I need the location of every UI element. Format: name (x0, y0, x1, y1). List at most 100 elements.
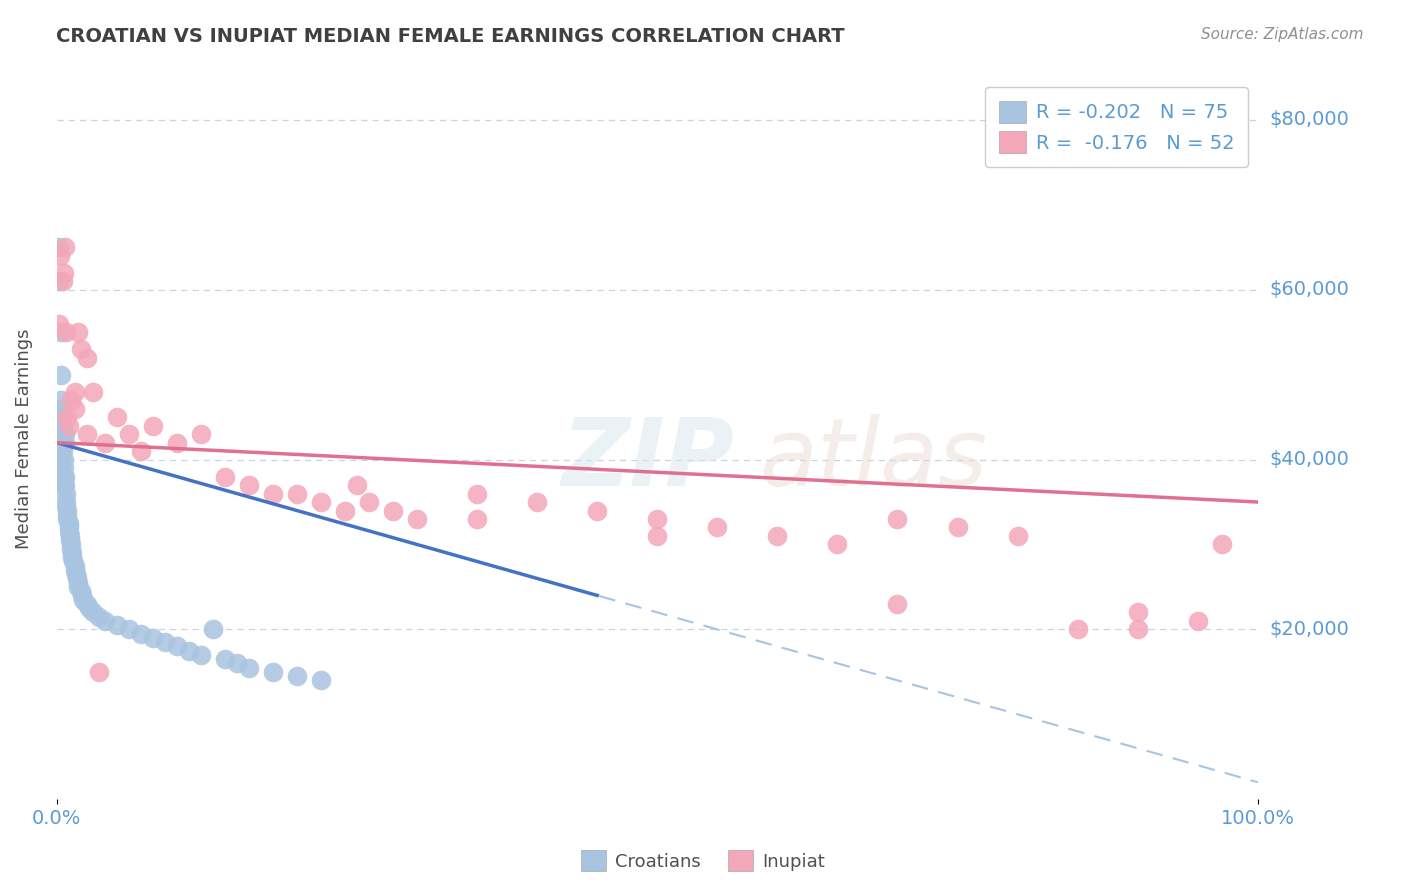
Point (129, 444, 152, 458)
Text: $20,000: $20,000 (1270, 620, 1348, 639)
Point (53, 478, 76, 492)
Point (586, 503, 609, 517)
Point (58, 418, 80, 433)
Point (67, 575, 90, 590)
Point (346, 478, 368, 492)
Point (77, 601, 100, 615)
Point (55, 486, 77, 500)
Point (60, 546, 83, 560)
Point (53, 240, 76, 254)
Point (52, 410, 75, 425)
Point (886, 512, 908, 526)
Point (51, 401, 73, 416)
Point (142, 418, 165, 433)
Point (53, 435, 76, 450)
Point (66, 571, 89, 585)
Point (333, 503, 356, 517)
Point (357, 495, 380, 509)
Point (56, 410, 79, 425)
Text: CROATIAN VS INUPIAT MEDIAN FEMALE EARNINGS CORRELATION CHART: CROATIAN VS INUPIAT MEDIAN FEMALE EARNIN… (56, 27, 845, 45)
Point (52, 461, 75, 475)
Point (49, 444, 72, 458)
Point (52, 444, 75, 458)
Legend: Croatians, Inupiat: Croatians, Inupiat (574, 843, 832, 879)
Point (190, 427, 212, 442)
Point (52, 478, 75, 492)
Point (60, 393, 83, 408)
Point (285, 669, 308, 683)
Point (76, 597, 98, 611)
Point (69, 342, 91, 356)
Point (67, 325, 90, 339)
Point (53, 469, 76, 483)
Point (49, 427, 72, 442)
Point (82, 606, 104, 620)
Point (238, 660, 260, 674)
Point (118, 623, 141, 637)
Point (46, 461, 69, 475)
Point (55, 495, 77, 509)
Point (201, 623, 224, 637)
Point (105, 410, 128, 425)
Point (58, 520, 80, 534)
Point (177, 643, 200, 657)
Point (82, 384, 104, 399)
Point (49, 461, 72, 475)
Point (46, 452, 69, 467)
Point (52, 274, 75, 288)
Point (59, 529, 82, 543)
Point (946, 520, 969, 534)
Point (1187, 614, 1209, 628)
Point (76, 427, 98, 442)
Point (63, 401, 86, 416)
Point (49, 452, 72, 467)
Point (645, 529, 668, 543)
Point (52, 427, 75, 442)
Point (1066, 623, 1088, 637)
Point (827, 537, 849, 551)
Point (214, 469, 236, 483)
Point (766, 529, 789, 543)
Point (59, 533, 82, 548)
Point (1211, 537, 1233, 551)
Text: atlas: atlas (759, 415, 987, 506)
Point (526, 495, 548, 509)
Point (465, 486, 488, 500)
Text: $80,000: $80,000 (1270, 111, 1348, 129)
Point (309, 495, 332, 509)
Point (63, 563, 86, 577)
Point (52, 435, 75, 450)
Point (65, 567, 87, 582)
Point (645, 512, 668, 526)
Point (55, 500, 77, 514)
Point (142, 631, 165, 645)
Point (118, 427, 141, 442)
Point (56, 508, 79, 522)
Point (87, 665, 110, 679)
Point (93, 435, 115, 450)
Point (48, 410, 70, 425)
Point (1007, 529, 1029, 543)
Point (69, 584, 91, 599)
Point (52, 452, 75, 467)
Point (63, 384, 86, 399)
Point (51, 393, 73, 408)
Point (166, 435, 188, 450)
Point (238, 478, 260, 492)
Point (76, 351, 98, 365)
Point (56, 503, 79, 517)
Point (285, 486, 308, 500)
Point (60, 537, 83, 551)
Point (67, 580, 90, 594)
Point (53, 427, 76, 442)
Point (48, 418, 70, 433)
Point (48, 274, 70, 288)
Point (886, 597, 908, 611)
Point (48, 317, 70, 331)
Point (381, 503, 404, 517)
Y-axis label: Median Female Earnings: Median Female Earnings (15, 328, 32, 549)
Point (49, 469, 72, 483)
Point (51, 368, 73, 382)
Point (406, 512, 429, 526)
Point (465, 512, 488, 526)
